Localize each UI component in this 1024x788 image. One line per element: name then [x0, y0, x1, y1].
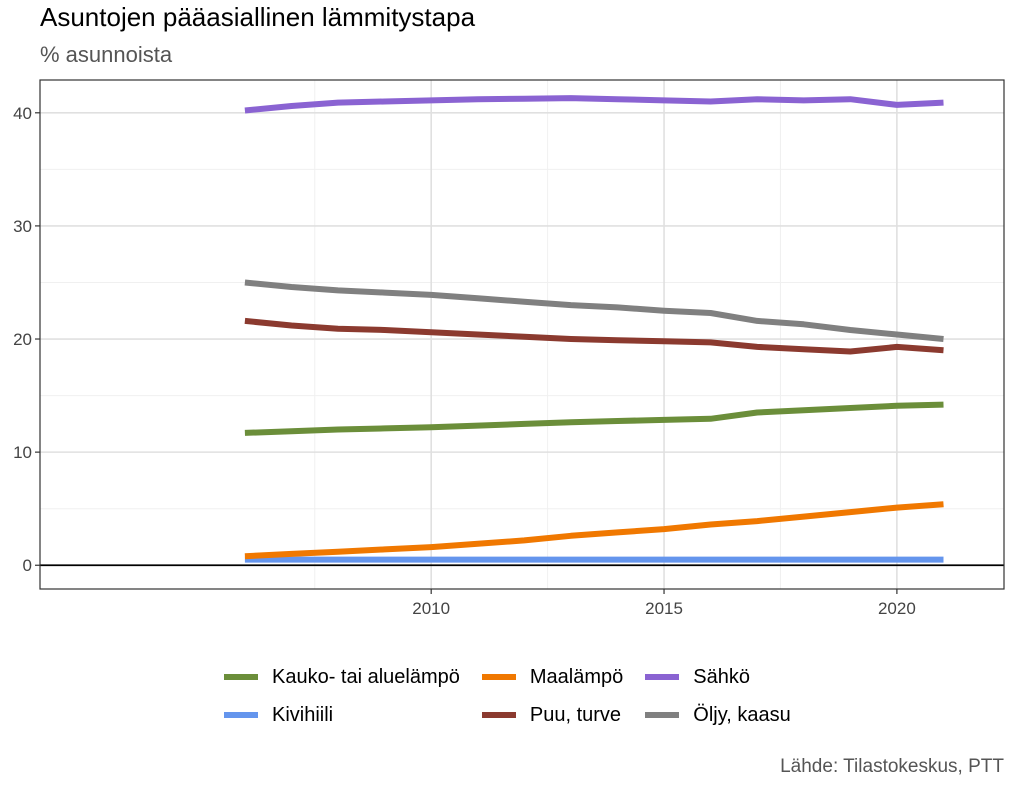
- axis-layer: 0 10 20 30 40 2010 2015 2020: [13, 79, 1005, 618]
- series-line-2: [244, 501, 944, 560]
- legend-item: Kauko- tai aluelämpö: [224, 664, 460, 690]
- legend-swatch: [224, 712, 258, 718]
- y-tick-label: 0: [23, 556, 32, 575]
- legend-swatch: [645, 674, 680, 680]
- legend-item: Maalämpö: [481, 664, 624, 690]
- x-tick-label: 2010: [412, 599, 450, 618]
- chart-title: Asuntojen pääasiallinen lämmitystapa: [40, 2, 476, 32]
- plot-border: [39, 79, 1005, 590]
- series-line-5: [244, 279, 944, 342]
- legend-swatch: [645, 712, 680, 718]
- x-tick-label: 2015: [645, 599, 683, 618]
- legend: Kauko- tai aluelämpö Maalämpö Sähkö Kivihii…: [224, 664, 791, 728]
- y-tick-label: 10: [13, 443, 32, 462]
- legend-item: Öljy, kaasu: [645, 702, 791, 728]
- legend-label: Sähkö: [693, 665, 750, 688]
- y-tick-label: 40: [13, 104, 32, 123]
- legend-label: Maalämpö: [529, 665, 624, 688]
- y-tick-label: 20: [13, 330, 32, 349]
- series-layer: [244, 95, 944, 563]
- x-tick-label: 2020: [878, 599, 916, 618]
- series-line-4: [244, 95, 944, 114]
- series-line-0: [244, 401, 944, 436]
- legend-swatch: [481, 712, 516, 718]
- legend-swatch: [481, 674, 516, 680]
- legend-swatch: [224, 674, 258, 680]
- line-chart: 0 10 20 30 40 2010 2015 2020: [13, 79, 1005, 618]
- legend-item: Kivihiili: [224, 702, 460, 728]
- source-caption: Lähde: Tilastokeskus, PTT: [780, 756, 1004, 777]
- legend-label: Öljy, kaasu: [693, 703, 791, 726]
- legend-item: Sähkö: [645, 664, 790, 690]
- chart-subtitle: % asunnoista: [40, 42, 173, 67]
- series-line-3: [244, 317, 944, 355]
- legend-label: Kivihiili: [272, 703, 334, 726]
- y-tick-label: 30: [13, 217, 32, 236]
- legend-item: Puu, turve: [481, 702, 623, 728]
- legend-label: Puu, turve: [529, 703, 622, 726]
- legend-label: Kauko- tai aluelämpö: [272, 665, 460, 688]
